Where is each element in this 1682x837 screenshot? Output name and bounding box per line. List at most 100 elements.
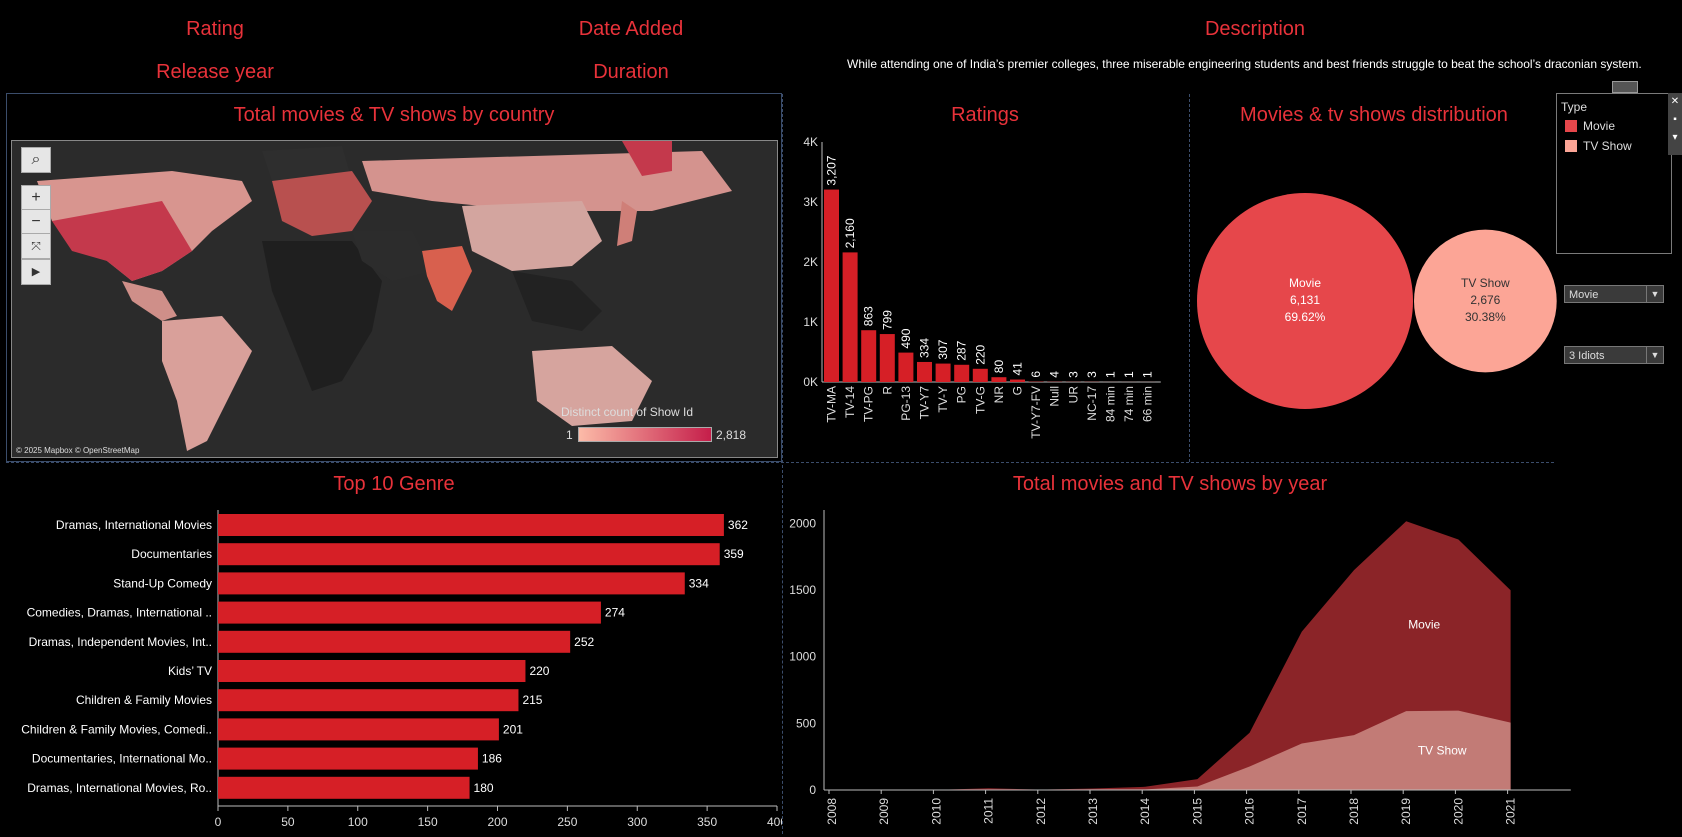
central-america-land [122, 281, 177, 321]
zoom-out-icon[interactable]: − [21, 209, 51, 235]
movie-swatch[interactable] [1565, 120, 1577, 132]
bubble-0 [1197, 193, 1413, 409]
ratings-title: Ratings [951, 104, 1019, 126]
ratings-chart: 0K 1K 2K 3K 4K 3,207 TV-MA 2,160 TV-14 863 TV-PG 79… [803, 135, 1161, 439]
year-x-tick: 2016 [1243, 798, 1257, 825]
ratings-value-label: 6 [1029, 371, 1043, 378]
genre-x-tick: 300 [627, 815, 647, 829]
genre-value-label: 362 [728, 518, 748, 532]
ratings-value-label: 4 [1048, 371, 1062, 378]
year-x-tick: 2013 [1086, 798, 1100, 825]
tvshow-legend-label[interactable]: TV Show [1583, 139, 1632, 153]
ratings-value-label: 220 [973, 344, 987, 364]
map-canvas [12, 141, 777, 457]
genre-x-tick: 150 [418, 815, 438, 829]
type-legend[interactable]: Type Movie TV Show [1556, 93, 1672, 254]
genre-value-label: 186 [482, 752, 502, 766]
genre-bar [218, 543, 720, 566]
year-y-tick: 1500 [789, 583, 816, 597]
ratings-category-label: R [880, 386, 894, 395]
ratings-bar [861, 330, 877, 382]
release-year-filter-label[interactable]: Release year [156, 61, 274, 83]
middle-east-land [352, 231, 432, 281]
ratings-value-label: 863 [862, 306, 876, 326]
south-america-land [162, 316, 252, 451]
genre-category-label: Dramas, International Movies, Ro.. [27, 781, 212, 795]
ratings-bar [898, 352, 914, 382]
ratings-value-label: 3,207 [825, 155, 839, 185]
ratings-category-label: 74 min [1122, 386, 1136, 422]
ratings-bar [991, 377, 1007, 382]
reset-map-icon[interactable]: ⤧ [21, 233, 51, 259]
map-title: Total movies & TV shows by country [233, 104, 555, 126]
bubble-value-label: 6,131 [1290, 293, 1320, 307]
genre-category-label: Documentaries [131, 547, 212, 561]
ratings-value-label: 80 [992, 360, 1006, 374]
ratings-value-label: 307 [936, 339, 950, 359]
genre-value-label: 334 [689, 576, 709, 590]
type-dropdown-value: Movie [1569, 289, 1599, 301]
year-chart: 0 500 1000 1500 2000 2008 2009 2010 2011 2012 2013… [789, 510, 1571, 825]
movie-legend-label[interactable]: Movie [1583, 119, 1616, 133]
bubble-name-label: Movie [1289, 276, 1321, 290]
rating-filter-label[interactable]: Rating [186, 18, 244, 40]
japan-land [617, 201, 637, 246]
chevron-down-icon[interactable]: ▼ [1646, 347, 1663, 363]
ratings-bar [917, 361, 932, 382]
genre-value-label: 201 [503, 722, 523, 736]
zoom-in-icon[interactable]: + [21, 185, 51, 211]
ratings-category-label: TV-PG [862, 386, 876, 422]
genre-category-label: Dramas, Independent Movies, Int.. [29, 635, 212, 649]
tvshow-area [832, 710, 1511, 790]
china-land [462, 201, 602, 271]
search-icon[interactable]: ⌕ [21, 147, 51, 173]
duration-filter-label[interactable]: Duration [593, 61, 669, 83]
distribution-chart: Movie 6,131 69.62% TV Show 2,676 30.38% [1197, 193, 1557, 409]
ratings-value-label: 2,160 [843, 218, 857, 248]
usa-land [52, 201, 192, 281]
ratings-category-label: TV-Y7 [918, 386, 932, 420]
year-y-tick: 500 [796, 716, 816, 730]
ratings-category-label: TV-G [973, 386, 987, 414]
legend-drag-handle[interactable] [1612, 81, 1638, 93]
legend-toolbar[interactable]: ✕ ▪ ▾ [1668, 93, 1682, 155]
genre-x-tick: 100 [348, 815, 368, 829]
tvshow-swatch[interactable] [1565, 140, 1577, 152]
title-dropdown[interactable]: 3 Idiots ▼ [1564, 346, 1664, 364]
country-map[interactable]: ⌕ + − ⤧ ▶ Distinct count of Show Id 1 2,… [11, 140, 778, 458]
ratings-value-label: 1 [1122, 371, 1136, 378]
ratings-bar [842, 252, 858, 382]
year-x-tick: 2011 [982, 798, 996, 824]
genre-category-label: Comedies, Dramas, International .. [27, 606, 212, 620]
genre-bar [218, 660, 526, 682]
genre-category-label: Children & Family Movies, Comedi.. [21, 722, 212, 736]
ratings-value-label: 3 [1066, 371, 1080, 378]
expand-toolbar-icon[interactable]: ▶ [21, 259, 51, 285]
ratings-value-label: 334 [918, 338, 932, 358]
year-x-tick: 2009 [877, 798, 891, 825]
map-legend-max: 2,818 [716, 428, 747, 442]
ratings-value-label: 3 [1085, 371, 1099, 378]
type-dropdown[interactable]: Movie ▼ [1564, 285, 1664, 303]
distribution-title: Movies & tv shows distribution [1240, 104, 1508, 126]
india-land [422, 246, 472, 311]
genre-bar [218, 630, 571, 653]
chevron-down-icon[interactable]: ▼ [1646, 286, 1663, 302]
ratings-y-tick: 0K [803, 375, 818, 389]
ratings-category-label: PG [955, 386, 969, 403]
ratings-y-tick: 2K [803, 255, 818, 269]
genre-value-label: 252 [574, 635, 594, 649]
genre-x-tick: 50 [281, 815, 295, 829]
genre-x-tick: 400 [767, 815, 782, 829]
genre-category-label: Documentaries, International Mo.. [32, 752, 212, 766]
year-x-tick: 2020 [1451, 798, 1465, 825]
ratings-value-label: 1 [1104, 371, 1118, 378]
horizontal-divider [6, 462, 1554, 463]
ratings-category-label: TV-Y7-FV [1029, 386, 1043, 439]
genre-category-label: Kids’ TV [168, 664, 212, 678]
date-added-filter-label[interactable]: Date Added [578, 18, 684, 40]
southeast-asia-land [512, 271, 602, 331]
map-legend-title: Distinct count of Show Id [561, 405, 694, 419]
genre-x-tick: 0 [215, 815, 222, 829]
tvshow-area-label: TV Show [1418, 743, 1467, 757]
